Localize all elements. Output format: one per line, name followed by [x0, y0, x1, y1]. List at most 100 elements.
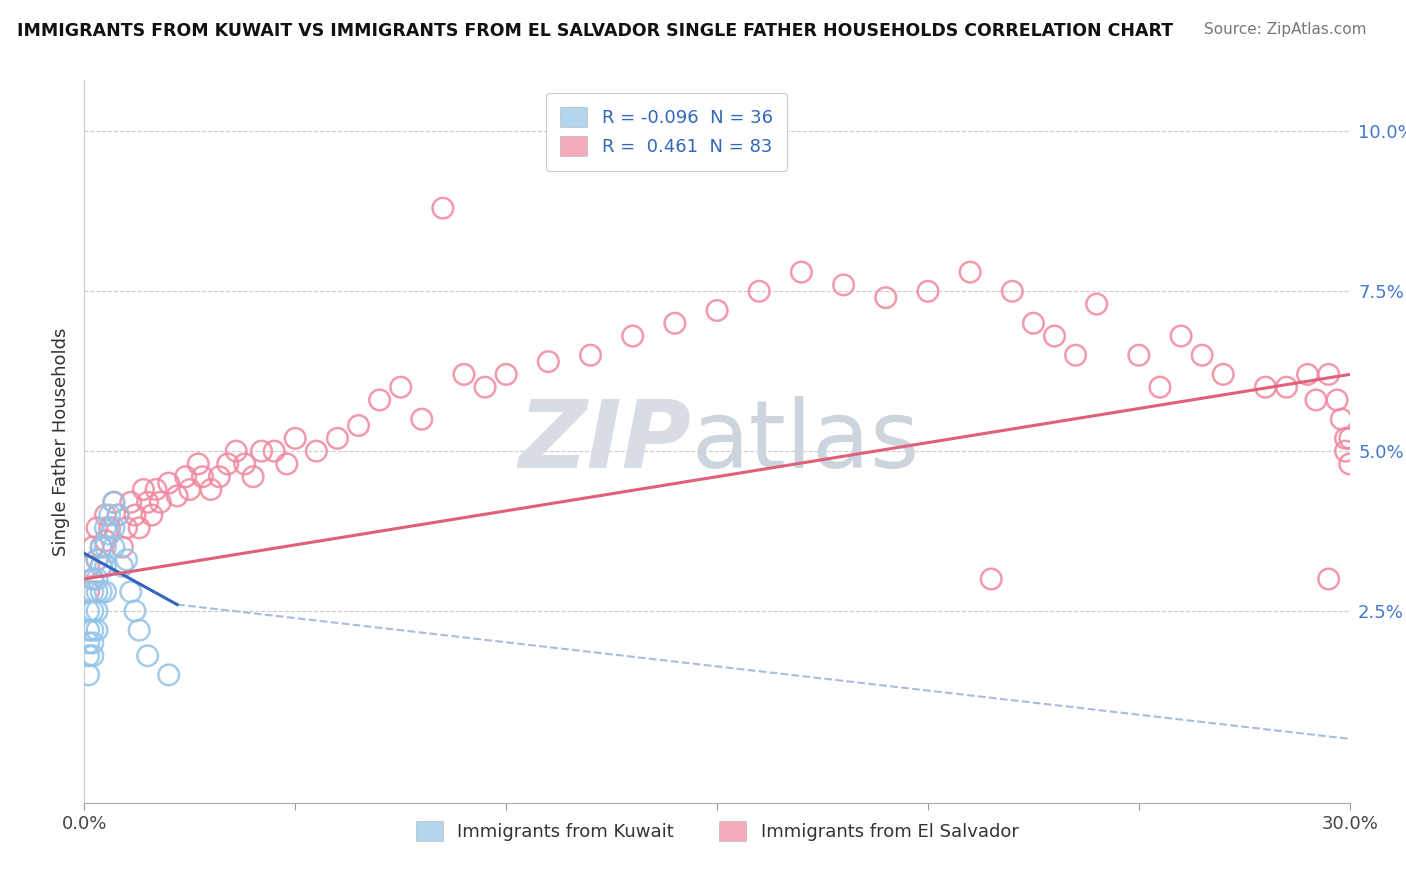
Point: [77, 604, 100, 618]
Point: [82, 572, 104, 586]
Point: [111, 559, 134, 574]
Point: [1064, 348, 1087, 362]
Point: [103, 495, 125, 509]
Point: [82, 604, 104, 618]
Point: [86, 553, 108, 567]
Point: [115, 553, 138, 567]
Point: [86, 584, 108, 599]
Point: [1001, 285, 1024, 299]
Point: [1317, 368, 1340, 382]
Point: [579, 348, 602, 362]
Point: [82, 623, 104, 637]
Point: [1043, 329, 1066, 343]
Point: [326, 431, 349, 445]
Y-axis label: Single Father Households: Single Father Households: [52, 327, 70, 556]
Point: [748, 285, 770, 299]
Point: [242, 469, 264, 483]
Text: IMMIGRANTS FROM KUWAIT VS IMMIGRANTS FROM EL SALVADOR SINGLE FATHER HOUSEHOLDS C: IMMIGRANTS FROM KUWAIT VS IMMIGRANTS FRO…: [17, 22, 1173, 40]
Point: [1022, 316, 1045, 330]
Point: [1305, 392, 1327, 407]
Point: [1191, 348, 1213, 362]
Point: [107, 508, 129, 522]
Point: [77, 636, 100, 650]
Point: [187, 457, 209, 471]
Point: [90, 559, 112, 574]
Point: [77, 623, 100, 637]
Point: [111, 540, 134, 554]
Text: atlas: atlas: [692, 395, 920, 488]
Point: [980, 572, 1002, 586]
Point: [94, 521, 117, 535]
Point: [832, 277, 855, 292]
Point: [233, 457, 256, 471]
Point: [1330, 412, 1353, 426]
Point: [200, 483, 222, 497]
Point: [128, 623, 150, 637]
Point: [94, 559, 117, 574]
Point: [495, 368, 517, 382]
Point: [82, 636, 104, 650]
Point: [120, 584, 142, 599]
Point: [621, 329, 644, 343]
Point: [1275, 380, 1298, 394]
Point: [1326, 392, 1348, 407]
Point: [1339, 431, 1361, 445]
Point: [115, 521, 138, 535]
Legend: Immigrants from Kuwait, Immigrants from El Salvador: Immigrants from Kuwait, Immigrants from …: [408, 814, 1026, 848]
Point: [276, 457, 298, 471]
Point: [98, 527, 121, 541]
Point: [875, 291, 897, 305]
Point: [959, 265, 981, 279]
Point: [1296, 368, 1319, 382]
Point: [1212, 368, 1234, 382]
Point: [90, 540, 112, 554]
Point: [432, 201, 454, 215]
Point: [77, 559, 100, 574]
Point: [86, 623, 108, 637]
Point: [149, 495, 172, 509]
Point: [1339, 457, 1361, 471]
Point: [917, 285, 939, 299]
Point: [1317, 572, 1340, 586]
Point: [98, 521, 121, 535]
Point: [157, 476, 180, 491]
Point: [90, 540, 112, 554]
Point: [1170, 329, 1192, 343]
Point: [145, 483, 167, 497]
Point: [368, 392, 391, 407]
Point: [86, 553, 108, 567]
Point: [90, 559, 112, 574]
Point: [191, 469, 214, 483]
Point: [124, 604, 146, 618]
Point: [389, 380, 412, 394]
Point: [82, 648, 104, 663]
Point: [86, 521, 108, 535]
Text: ZIP: ZIP: [519, 395, 692, 488]
Point: [103, 540, 125, 554]
Point: [250, 444, 273, 458]
Point: [128, 521, 150, 535]
Point: [77, 584, 100, 599]
Point: [82, 584, 104, 599]
Point: [166, 489, 188, 503]
Point: [208, 469, 231, 483]
Point: [103, 495, 125, 509]
Point: [136, 648, 159, 663]
Point: [1149, 380, 1171, 394]
Point: [1085, 297, 1108, 311]
Point: [453, 368, 475, 382]
Point: [77, 668, 100, 682]
Point: [174, 469, 197, 483]
Point: [1334, 431, 1357, 445]
Point: [1128, 348, 1150, 362]
Point: [107, 508, 129, 522]
Point: [132, 483, 155, 497]
Point: [1254, 380, 1277, 394]
Point: [225, 444, 247, 458]
Point: [347, 418, 370, 433]
Point: [136, 495, 159, 509]
Point: [90, 584, 112, 599]
Point: [94, 533, 117, 548]
Point: [94, 508, 117, 522]
Point: [86, 572, 108, 586]
